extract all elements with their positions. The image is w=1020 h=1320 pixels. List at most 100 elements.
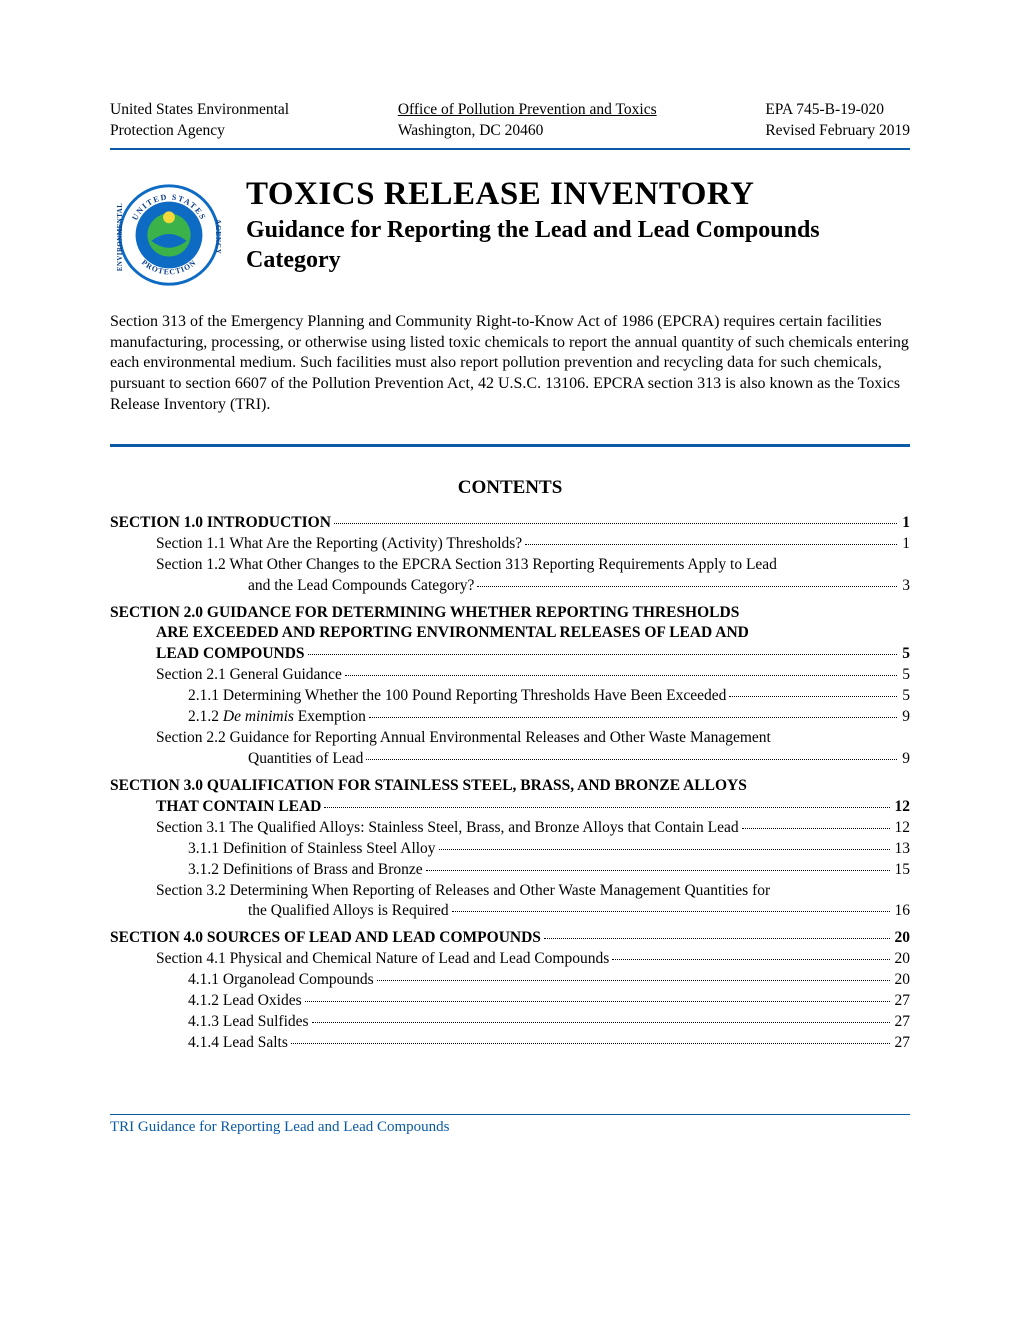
toc-page: 20 [893, 949, 911, 970]
toc-leader [426, 870, 890, 871]
toc-label: 2.1.2 De minimis Exemption [188, 707, 366, 728]
toc-page: 12 [893, 818, 911, 839]
epa-seal-icon: UNITED STATES PROTECTION ENVIRONMENTAL A… [110, 176, 228, 294]
toc-leader [439, 849, 890, 850]
document-number: EPA 745-B-19-020 [765, 100, 910, 121]
toc-leader [477, 586, 897, 587]
toc-label: 4.1.2 Lead Oxides [188, 991, 302, 1012]
header-rule [110, 148, 910, 150]
toc-label: 4.1.1 Organolead Compounds [188, 970, 374, 991]
toc-label: SECTION 4.0 SOURCES OF LEAD AND LEAD COM… [110, 928, 541, 949]
toc-label: Section 2.1 General Guidance [156, 665, 342, 686]
toc-page: 5 [900, 686, 910, 707]
agency-name-2: Protection Agency [110, 121, 289, 142]
toc-entry: Section 3.1 The Qualified Alloys: Stainl… [110, 818, 910, 839]
toc-entry: 4.1.4 Lead Salts 27 [110, 1033, 910, 1054]
toc-leader [729, 696, 897, 697]
toc-leader [452, 911, 890, 912]
toc-page: 9 [900, 707, 910, 728]
toc-label-cont: THAT CONTAIN LEAD [156, 797, 321, 818]
toc-entry: Section 3.2 Determining When Reporting o… [110, 881, 910, 923]
document-header: United States Environmental Protection A… [110, 100, 910, 142]
toc-label: SECTION 3.0 QUALIFICATION FOR STAINLESS … [110, 776, 910, 797]
toc-leader [369, 717, 897, 718]
toc-page: 5 [900, 644, 910, 665]
toc-label: 3.1.2 Definitions of Brass and Bronze [188, 860, 423, 881]
toc-label: Section 2.2 Guidance for Reporting Annua… [156, 728, 910, 749]
document-subtitle: Guidance for Reporting the Lead and Lead… [246, 215, 910, 275]
toc-label: SECTION 1.0 INTRODUCTION [110, 513, 331, 534]
office-location: Washington, DC 20460 [398, 121, 657, 142]
footer-text: TRI Guidance for Reporting Lead and Lead… [110, 1119, 910, 1136]
toc-page: 13 [893, 839, 911, 860]
toc-entry: 4.1.2 Lead Oxides 27 [110, 991, 910, 1012]
toc-leader [544, 938, 890, 939]
title-block: UNITED STATES PROTECTION ENVIRONMENTAL A… [110, 176, 910, 294]
header-middle: Office of Pollution Prevention and Toxic… [398, 100, 657, 142]
toc-page: 15 [893, 860, 911, 881]
document-title: TOXICS RELEASE INVENTORY [246, 176, 910, 213]
toc-label: 2.1.1 Determining Whether the 100 Pound … [188, 686, 726, 707]
toc-label-cont: the Qualified Alloys is Required [248, 901, 449, 922]
toc-label-cont: Quantities of Lead [248, 749, 363, 770]
toc-entry: SECTION 2.0 GUIDANCE FOR DETERMINING WHE… [110, 603, 910, 666]
toc-entry: 4.1.1 Organolead Compounds 20 [110, 970, 910, 991]
toc-leader [345, 675, 897, 676]
table-of-contents: SECTION 1.0 INTRODUCTION 1 Section 1.1 W… [110, 513, 910, 1054]
toc-label: Section 1.1 What Are the Reporting (Acti… [156, 534, 522, 555]
toc-page: 3 [900, 576, 910, 597]
office-name: Office of Pollution Prevention and Toxic… [398, 100, 657, 121]
toc-page: 20 [893, 970, 911, 991]
toc-entry: Section 2.1 General Guidance 5 [110, 665, 910, 686]
toc-page: 27 [893, 1012, 911, 1033]
contents-heading: CONTENTS [110, 477, 910, 499]
toc-entry: 3.1.2 Definitions of Brass and Bronze 15 [110, 860, 910, 881]
logo-left-text: ENVIRONMENTAL [117, 203, 124, 272]
toc-label: SECTION 2.0 GUIDANCE FOR DETERMINING WHE… [110, 603, 910, 624]
toc-leader [312, 1022, 890, 1023]
toc-leader [334, 523, 897, 524]
header-left: United States Environmental Protection A… [110, 100, 289, 142]
toc-entry: 2.1.1 Determining Whether the 100 Pound … [110, 686, 910, 707]
toc-page: 20 [893, 928, 911, 949]
toc-label-cont: ARE EXCEEDED AND REPORTING ENVIRONMENTAL… [110, 623, 910, 644]
toc-leader [324, 807, 889, 808]
toc-leader [525, 544, 897, 545]
toc-label: Section 3.2 Determining When Reporting o… [156, 881, 910, 902]
toc-entry: SECTION 3.0 QUALIFICATION FOR STAINLESS … [110, 776, 910, 818]
toc-leader [377, 980, 890, 981]
toc-leader [612, 959, 889, 960]
toc-leader [742, 828, 890, 829]
toc-page: 1 [900, 534, 910, 555]
toc-page: 1 [900, 513, 910, 534]
toc-label: Section 4.1 Physical and Chemical Nature… [156, 949, 609, 970]
toc-entry: 4.1.3 Lead Sulfides 27 [110, 1012, 910, 1033]
logo-right-text: AGENCY [214, 219, 221, 255]
toc-entry: Section 1.1 What Are the Reporting (Acti… [110, 534, 910, 555]
toc-entry: 2.1.2 De minimis Exemption 9 [110, 707, 910, 728]
toc-leader [291, 1043, 890, 1044]
toc-page: 16 [893, 901, 911, 922]
toc-entry: 3.1.1 Definition of Stainless Steel Allo… [110, 839, 910, 860]
intro-paragraph: Section 313 of the Emergency Planning an… [110, 312, 910, 416]
toc-leader [366, 759, 897, 760]
revision-date: Revised February 2019 [765, 121, 910, 142]
toc-label: Section 3.1 The Qualified Alloys: Stainl… [156, 818, 739, 839]
toc-entry: Section 4.1 Physical and Chemical Nature… [110, 949, 910, 970]
header-right: EPA 745-B-19-020 Revised February 2019 [765, 100, 910, 142]
title-text: TOXICS RELEASE INVENTORY Guidance for Re… [246, 176, 910, 275]
toc-label: 4.1.3 Lead Sulfides [188, 1012, 309, 1033]
toc-page: 27 [893, 1033, 911, 1054]
toc-label: 4.1.4 Lead Salts [188, 1033, 288, 1054]
contents-rule [110, 444, 910, 447]
footer-rule [110, 1114, 910, 1115]
toc-label-cont: and the Lead Compounds Category? [248, 576, 474, 597]
document-page: United States Environmental Protection A… [0, 0, 1020, 1186]
toc-page: 12 [893, 797, 911, 818]
toc-leader [305, 1001, 890, 1002]
toc-entry: SECTION 1.0 INTRODUCTION 1 [110, 513, 910, 534]
toc-entry: SECTION 4.0 SOURCES OF LEAD AND LEAD COM… [110, 928, 910, 949]
toc-label: Section 1.2 What Other Changes to the EP… [156, 555, 910, 576]
toc-label-cont: LEAD COMPOUNDS [156, 644, 305, 665]
agency-name-1: United States Environmental [110, 100, 289, 121]
